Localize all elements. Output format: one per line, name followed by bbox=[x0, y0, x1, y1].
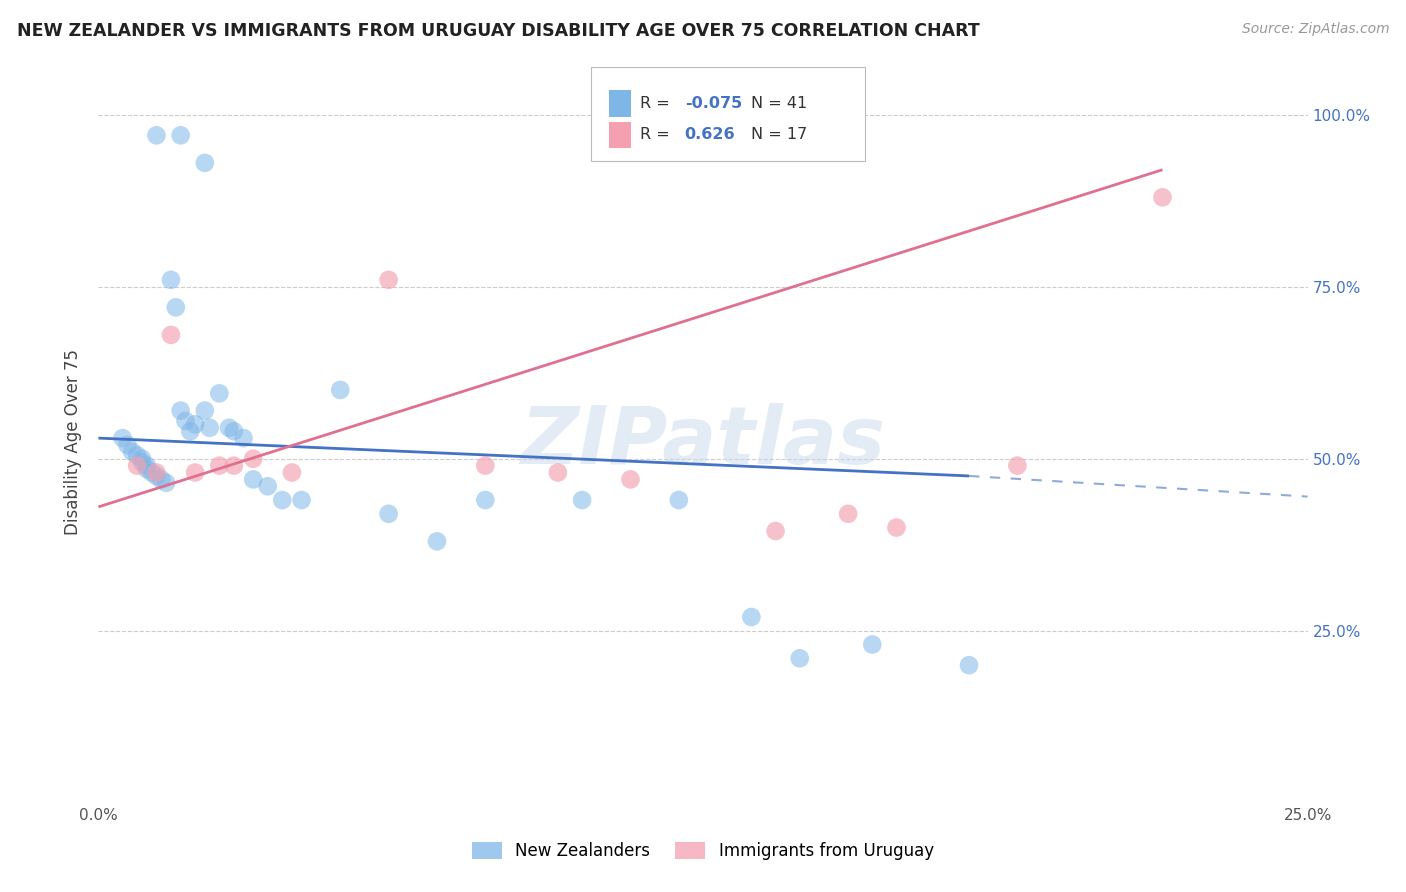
Point bbox=[837, 507, 859, 521]
Point bbox=[619, 472, 641, 486]
Point bbox=[218, 421, 240, 435]
Point bbox=[194, 403, 217, 417]
Point bbox=[131, 451, 153, 466]
Point bbox=[127, 448, 149, 462]
Point bbox=[740, 610, 762, 624]
Point bbox=[377, 507, 399, 521]
Point bbox=[571, 493, 593, 508]
Point bbox=[426, 534, 449, 549]
Point bbox=[242, 472, 264, 486]
Point bbox=[179, 424, 201, 438]
Point bbox=[668, 493, 690, 508]
Text: N = 41: N = 41 bbox=[751, 96, 807, 112]
Point bbox=[145, 466, 167, 480]
Point bbox=[198, 421, 221, 435]
Point bbox=[131, 455, 153, 469]
Point bbox=[474, 458, 496, 473]
Point bbox=[256, 479, 278, 493]
Text: R =: R = bbox=[640, 128, 675, 143]
Point bbox=[111, 431, 134, 445]
Text: N = 17: N = 17 bbox=[751, 128, 807, 143]
Point bbox=[160, 327, 183, 342]
Point bbox=[957, 658, 980, 673]
Point bbox=[127, 458, 149, 473]
Text: -0.075: -0.075 bbox=[685, 96, 742, 112]
Point bbox=[145, 128, 167, 143]
Point bbox=[135, 458, 157, 473]
Point bbox=[141, 466, 163, 480]
Point bbox=[184, 417, 207, 432]
Point bbox=[208, 458, 231, 473]
Text: Source: ZipAtlas.com: Source: ZipAtlas.com bbox=[1241, 22, 1389, 37]
Point bbox=[165, 301, 187, 315]
Point bbox=[789, 651, 811, 665]
Point bbox=[169, 128, 191, 143]
Y-axis label: Disability Age Over 75: Disability Age Over 75 bbox=[65, 349, 83, 534]
Point bbox=[155, 475, 177, 490]
Text: NEW ZEALANDER VS IMMIGRANTS FROM URUGUAY DISABILITY AGE OVER 75 CORRELATION CHAR: NEW ZEALANDER VS IMMIGRANTS FROM URUGUAY… bbox=[17, 22, 980, 40]
Text: R =: R = bbox=[640, 96, 675, 112]
Point bbox=[145, 469, 167, 483]
Point bbox=[222, 458, 245, 473]
Point bbox=[232, 431, 254, 445]
Point bbox=[377, 273, 399, 287]
Point bbox=[117, 438, 139, 452]
Point bbox=[160, 273, 183, 287]
Point bbox=[194, 156, 217, 170]
Point bbox=[271, 493, 294, 508]
Point bbox=[150, 472, 173, 486]
Point bbox=[290, 493, 312, 508]
Point bbox=[1007, 458, 1029, 473]
Point bbox=[222, 424, 245, 438]
Point bbox=[886, 520, 908, 534]
Point bbox=[242, 451, 264, 466]
Point bbox=[121, 445, 143, 459]
Legend: New Zealanders, Immigrants from Uruguay: New Zealanders, Immigrants from Uruguay bbox=[465, 835, 941, 867]
Point bbox=[174, 414, 197, 428]
Point bbox=[547, 466, 569, 480]
Point bbox=[329, 383, 352, 397]
Point bbox=[474, 493, 496, 508]
Point bbox=[860, 638, 883, 652]
Point bbox=[1152, 190, 1174, 204]
Point bbox=[765, 524, 787, 538]
Point bbox=[184, 466, 207, 480]
Text: 0.626: 0.626 bbox=[685, 128, 735, 143]
Point bbox=[281, 466, 304, 480]
Text: ZIPatlas: ZIPatlas bbox=[520, 402, 886, 481]
Point bbox=[135, 462, 157, 476]
Point bbox=[169, 403, 191, 417]
Point bbox=[208, 386, 231, 401]
